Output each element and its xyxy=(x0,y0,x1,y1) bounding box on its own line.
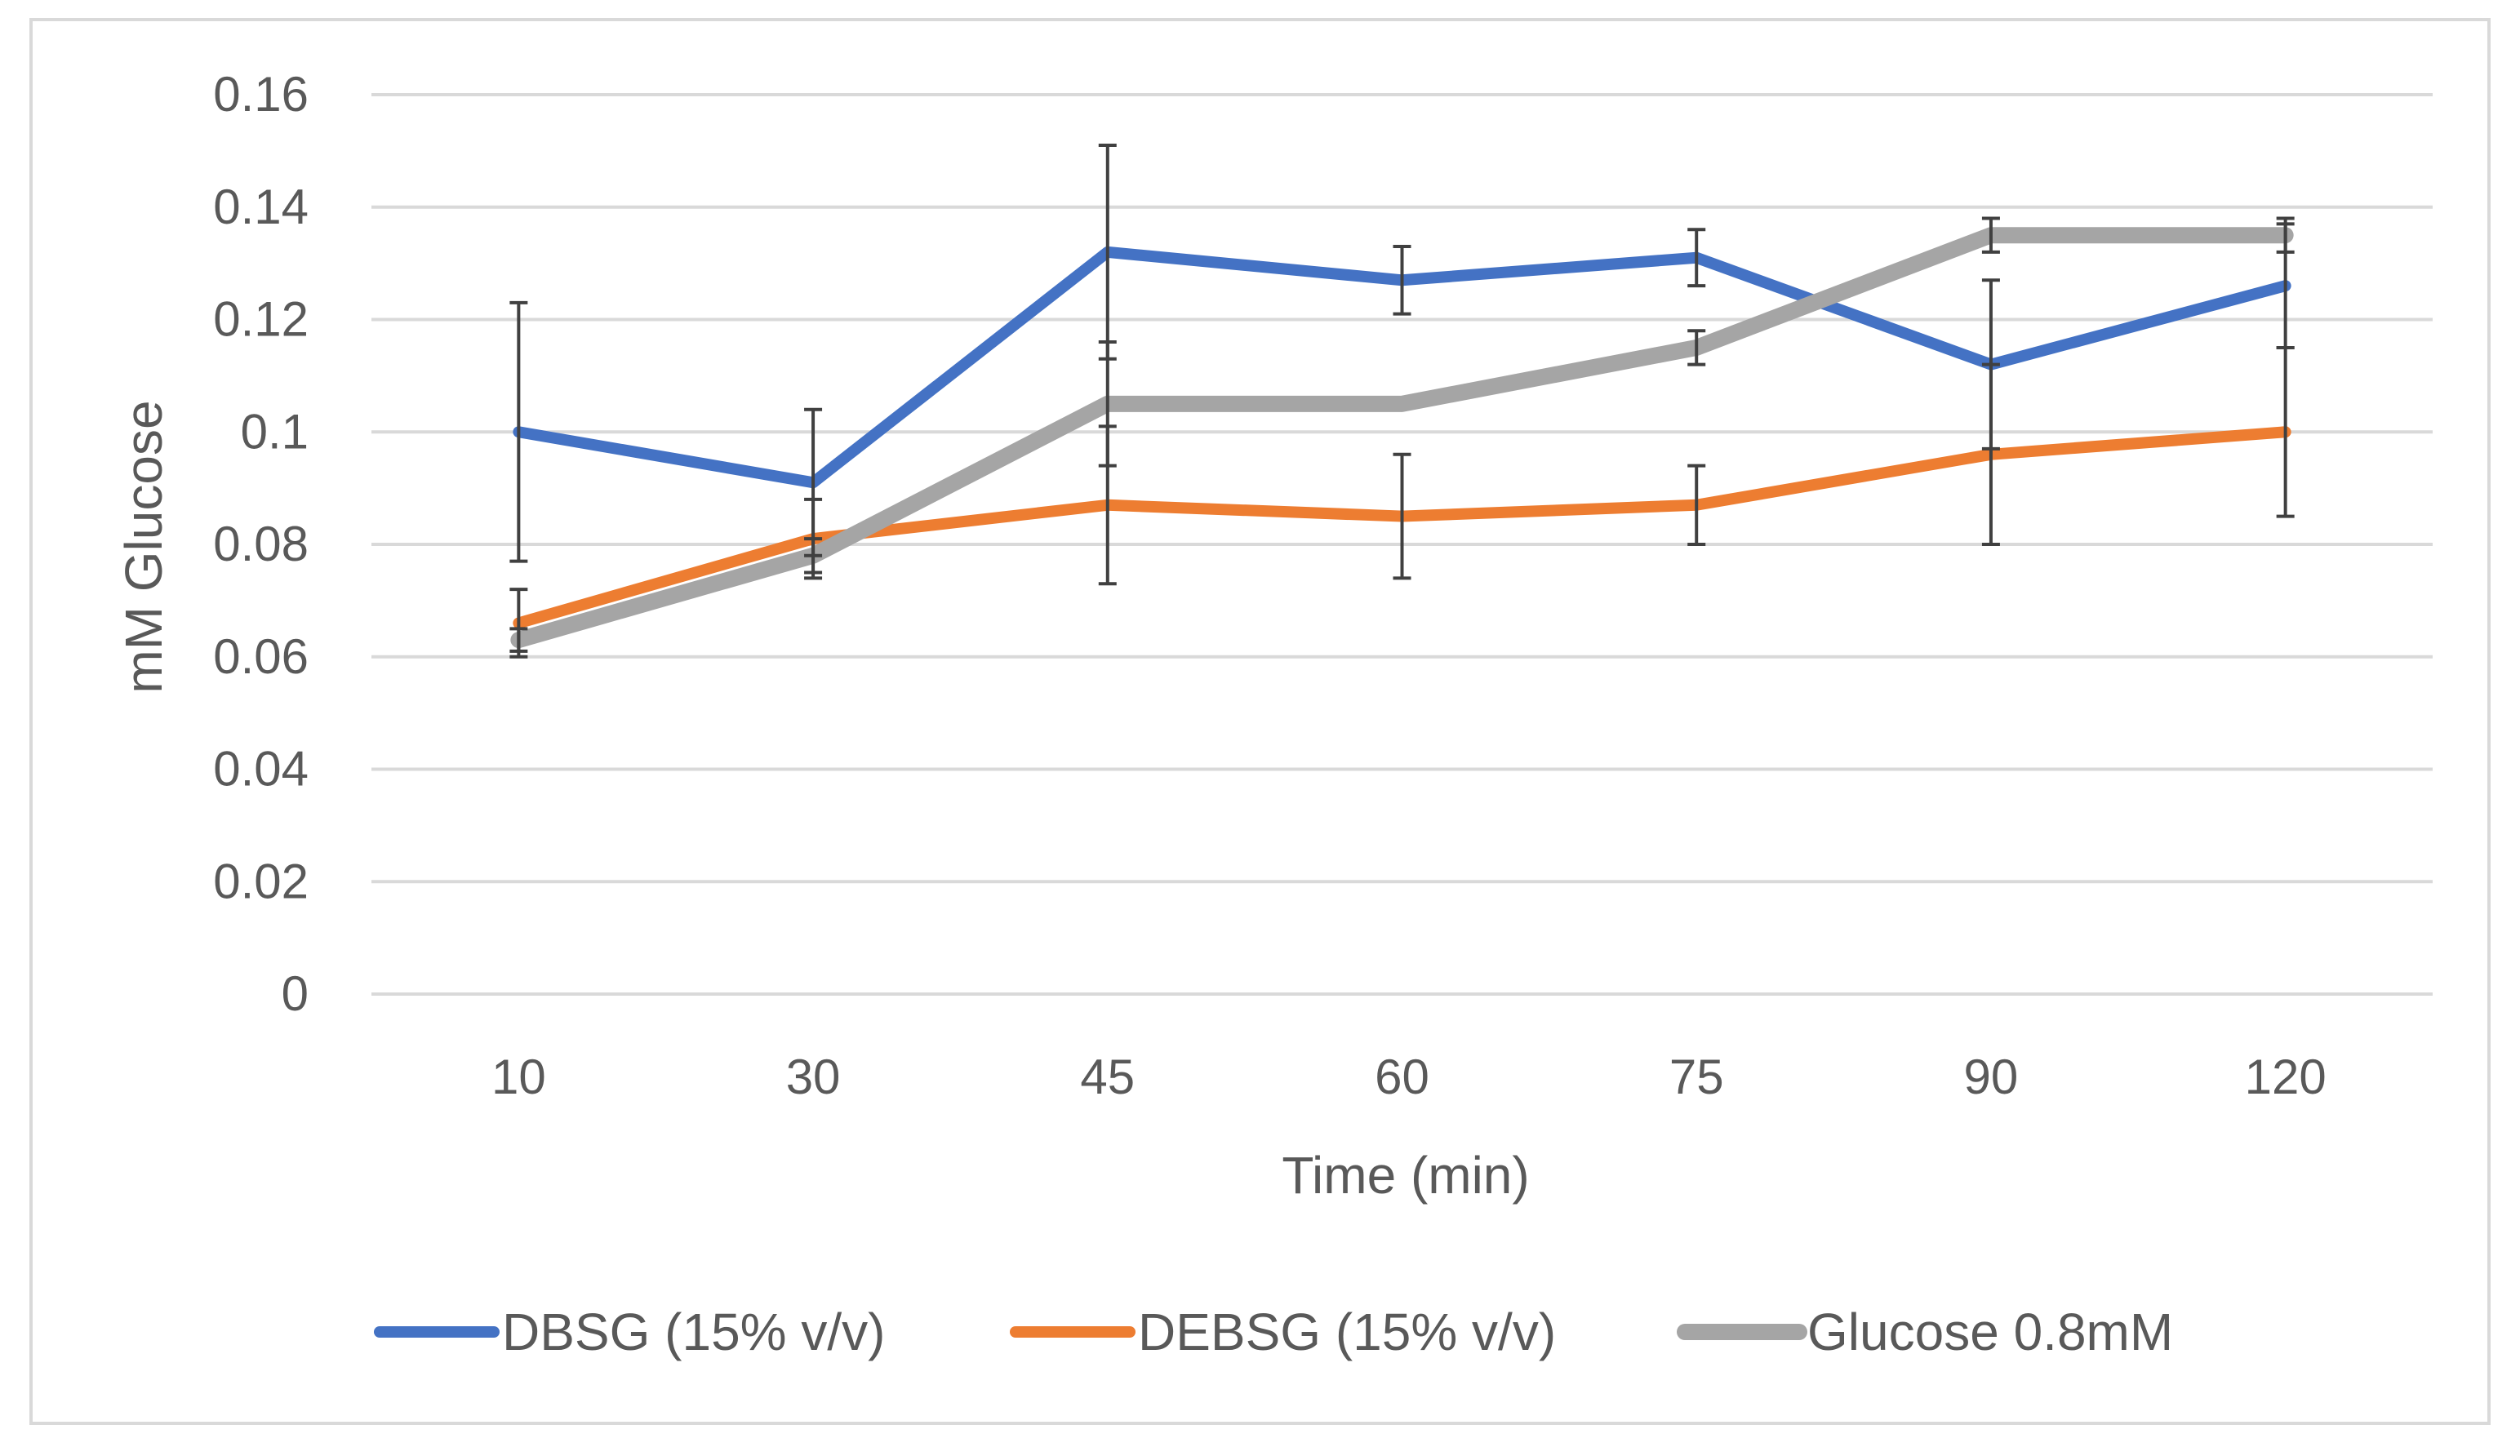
error-bar xyxy=(1981,216,2000,254)
y-tick-label: 0.06 xyxy=(213,629,309,684)
x-axis-title: Time (min) xyxy=(1282,1146,1529,1205)
error-bar xyxy=(2276,216,2295,254)
legend-label: DEBSG (15% v/v) xyxy=(1138,1303,1556,1361)
y-axis-title: mM Glucose xyxy=(114,400,173,693)
error-bar xyxy=(1687,329,1706,366)
y-tick-label: 0.02 xyxy=(213,854,309,908)
y-tick-label: 0.04 xyxy=(213,742,309,797)
error-bar xyxy=(2276,345,2295,518)
x-tick-labels: 10 30 45 60 75 90 120 xyxy=(491,1050,2327,1104)
y-tick-label: 0.12 xyxy=(213,292,309,347)
error-bar xyxy=(1687,228,1706,288)
x-tick-label: 10 xyxy=(491,1050,546,1104)
error-bars xyxy=(509,143,2295,659)
error-bar xyxy=(1393,244,1411,316)
error-bar xyxy=(1981,362,2000,546)
legend-item: DEBSG (15% v/v) xyxy=(1010,1303,1556,1361)
y-tick-label: 0 xyxy=(282,966,309,1021)
legend-label: DBSG (15% v/v) xyxy=(502,1303,885,1361)
y-tick-label: 0.08 xyxy=(213,517,309,571)
gridlines xyxy=(371,93,2433,996)
x-tick-label: 60 xyxy=(1375,1050,1429,1104)
chart-frame xyxy=(29,18,2491,1425)
error-bar xyxy=(1393,452,1411,580)
x-tick-label: 30 xyxy=(786,1050,841,1104)
error-bar xyxy=(509,300,528,563)
x-tick-label: 75 xyxy=(1669,1050,1724,1104)
error-bar xyxy=(1687,464,1706,546)
x-tick-label: 90 xyxy=(1964,1050,2019,1104)
error-bar xyxy=(804,537,823,575)
y-tick-labels: 0 0.02 0.04 0.06 0.08 0.1 0.12 0.14 0.16 xyxy=(213,67,309,1021)
error-bar xyxy=(1098,340,1117,468)
error-bar xyxy=(509,627,528,653)
y-tick-label: 0.16 xyxy=(213,67,309,122)
x-tick-label: 120 xyxy=(2245,1050,2327,1104)
legend-item: DBSG (15% v/v) xyxy=(374,1303,885,1361)
legend: DBSG (15% v/v) DEBSG (15% v/v) Glucose 0.8… xyxy=(374,1303,2173,1361)
legend-item: Glucose 0.8mM xyxy=(1677,1303,2173,1361)
y-tick-label: 0.14 xyxy=(213,180,309,234)
x-tick-label: 45 xyxy=(1080,1050,1135,1104)
y-tick-label: 0.1 xyxy=(241,404,309,459)
legend-label: Glucose 0.8mM xyxy=(1807,1303,2173,1361)
